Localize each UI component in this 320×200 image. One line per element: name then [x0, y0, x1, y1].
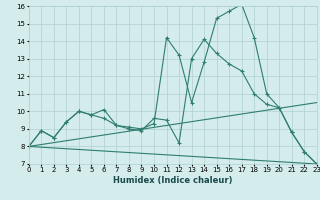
X-axis label: Humidex (Indice chaleur): Humidex (Indice chaleur)	[113, 176, 233, 185]
